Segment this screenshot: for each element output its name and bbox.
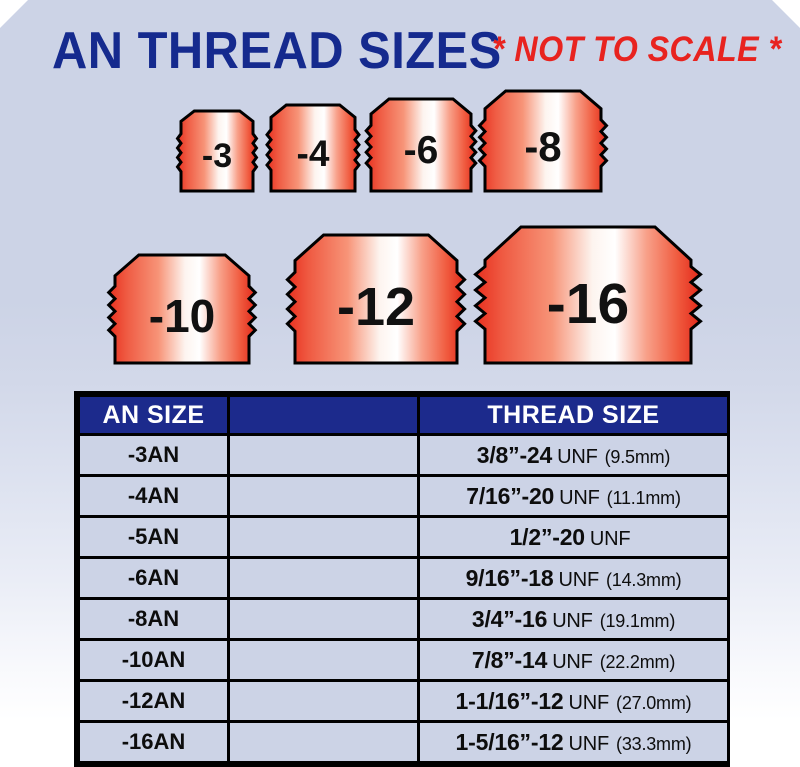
thread-dimension: 1-1/16”-12 bbox=[455, 687, 564, 714]
thread-standard: UNF bbox=[589, 527, 631, 550]
table-row: -12AN 1-1/16”-12 UNF (27.0mm) bbox=[77, 679, 730, 723]
thread-dimension: 7/8”-14 bbox=[471, 646, 548, 673]
thread-metric: (33.3mm) bbox=[616, 733, 692, 754]
fitting-shape-an3: -3 bbox=[175, 108, 259, 194]
cell-thread-size: 7/8”-14 UNF (22.2mm) bbox=[417, 638, 730, 682]
table-row: -6AN 9/16”-18 UNF (14.3mm) bbox=[77, 556, 730, 600]
cell-an-size: -5AN bbox=[77, 515, 230, 559]
thread-metric: (11.1mm) bbox=[606, 487, 681, 508]
fitting-shape-an4: -4 bbox=[265, 102, 361, 194]
cell-blank bbox=[227, 638, 420, 682]
cell-thread-size: 1/2”-20 UNF bbox=[417, 515, 730, 559]
cell-thread-size: 9/16”-18 UNF (14.3mm) bbox=[417, 556, 730, 600]
cell-blank bbox=[227, 597, 420, 641]
thread-dimension: 1-5/16”-12 bbox=[455, 728, 564, 755]
thread-standard: UNF bbox=[557, 445, 598, 468]
fitting-shape-an10: -10 bbox=[106, 252, 258, 366]
cell-blank bbox=[227, 515, 420, 559]
fitting-outline-icon bbox=[473, 225, 703, 365]
thread-standard: UNF bbox=[552, 609, 593, 632]
not-to-scale-note: * NOT TO SCALE * bbox=[492, 30, 782, 69]
cell-an-size: -16AN bbox=[77, 720, 230, 764]
thread-dimension: 3/8”-24 bbox=[476, 441, 553, 468]
cell-blank bbox=[227, 474, 420, 518]
table-header-row: AN SIZE THREAD SIZE bbox=[77, 394, 730, 436]
fitting-outline-icon bbox=[477, 89, 609, 193]
thread-dimension: 1/2”-20 bbox=[509, 523, 586, 550]
cell-blank bbox=[227, 556, 420, 600]
cell-thread-size: 1-5/16”-12 UNF (33.3mm) bbox=[417, 720, 730, 764]
fitting-outline-icon bbox=[106, 253, 258, 365]
thread-dimension: 3/4”-16 bbox=[471, 605, 548, 632]
cell-blank bbox=[227, 679, 420, 723]
cell-thread-size: 3/8”-24 UNF (9.5mm) bbox=[417, 433, 730, 477]
cell-blank bbox=[227, 720, 420, 764]
cell-an-size: -4AN bbox=[77, 474, 230, 518]
thread-standard: UNF bbox=[552, 650, 593, 673]
table-row: -10AN 7/8”-14 UNF (22.2mm) bbox=[77, 638, 730, 682]
cell-an-size: -12AN bbox=[77, 679, 230, 723]
thread-dimension: 9/16”-18 bbox=[465, 564, 554, 591]
thread-metric: (27.0mm) bbox=[616, 692, 692, 713]
table-row: -3AN 3/8”-24 UNF (9.5mm) bbox=[77, 433, 730, 477]
column-header-thread-size: THREAD SIZE bbox=[417, 394, 730, 436]
fitting-outline-icon bbox=[265, 103, 361, 193]
thread-metric: (14.3mm) bbox=[606, 569, 682, 590]
title-row: AN THREAD SIZES * NOT TO SCALE * bbox=[0, 22, 800, 80]
cell-an-size: -3AN bbox=[77, 433, 230, 477]
cell-thread-size: 7/16”-20 UNF (11.1mm) bbox=[417, 474, 730, 518]
cell-an-size: -8AN bbox=[77, 597, 230, 641]
cell-an-size: -10AN bbox=[77, 638, 230, 682]
cell-thread-size: 3/4”-16 UNF (19.1mm) bbox=[417, 597, 730, 641]
thread-dimension: 7/16”-20 bbox=[466, 482, 555, 509]
fitting-diagram-group: -3 -4 -6 -8 -10 -12 -16 bbox=[0, 0, 800, 380]
column-header-an-size: AN SIZE bbox=[77, 394, 230, 436]
fitting-shape-an16: -16 bbox=[473, 224, 703, 366]
thread-standard: UNF bbox=[568, 732, 610, 755]
fitting-shape-an12: -12 bbox=[285, 232, 467, 366]
cell-thread-size: 1-1/16”-12 UNF (27.0mm) bbox=[417, 679, 730, 723]
table-row: -8AN 3/4”-16 UNF (19.1mm) bbox=[77, 597, 730, 641]
page-title: AN THREAD SIZES bbox=[52, 22, 502, 80]
cell-blank bbox=[227, 433, 420, 477]
fitting-shape-an8: -8 bbox=[477, 88, 609, 194]
thread-standard: UNF bbox=[558, 568, 599, 591]
thread-standard: UNF bbox=[559, 486, 600, 509]
table-row: -4AN 7/16”-20 UNF (11.1mm) bbox=[77, 474, 730, 518]
fitting-outline-icon bbox=[285, 233, 467, 365]
fitting-shape-an6: -6 bbox=[364, 96, 478, 194]
thread-metric: (9.5mm) bbox=[604, 446, 671, 467]
thread-metric: (19.1mm) bbox=[599, 610, 676, 631]
fitting-outline-icon bbox=[364, 97, 478, 193]
cell-an-size: -6AN bbox=[77, 556, 230, 600]
column-header-blank bbox=[227, 394, 420, 436]
thread-size-table: AN SIZE THREAD SIZE -3AN 3/8”-24 UNF (9.5mm… bbox=[74, 391, 730, 767]
thread-metric: (22.2mm) bbox=[599, 651, 676, 672]
table-row: -5AN 1/2”-20 UNF bbox=[77, 515, 730, 559]
fitting-outline-icon bbox=[175, 109, 259, 193]
thread-standard: UNF bbox=[568, 691, 610, 714]
table-row: -16AN 1-5/16”-12 UNF (33.3mm) bbox=[77, 720, 730, 764]
